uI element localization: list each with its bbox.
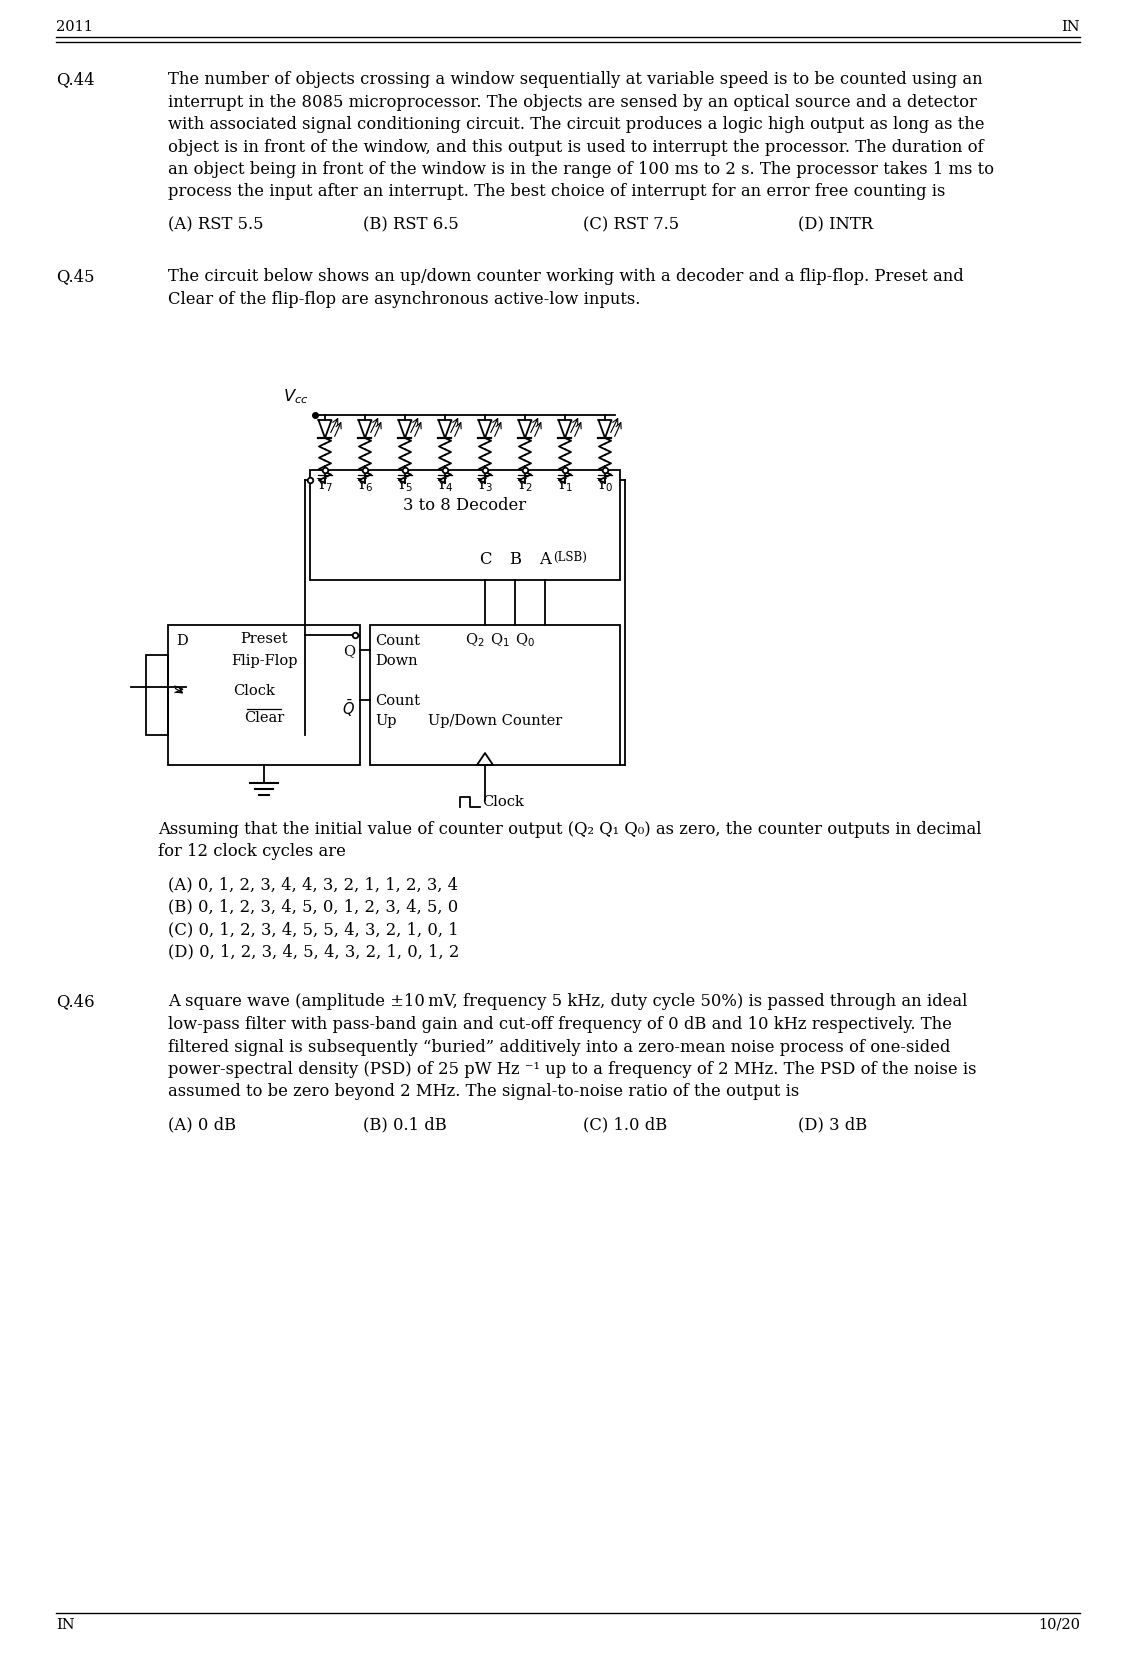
Text: Count: Count bbox=[375, 693, 420, 708]
Bar bbox=[168, 626, 360, 766]
Bar bbox=[370, 626, 620, 766]
Text: Q$_1$: Q$_1$ bbox=[490, 631, 509, 649]
Text: Preset: Preset bbox=[240, 632, 287, 645]
Text: for 12 clock cycles are: for 12 clock cycles are bbox=[158, 842, 346, 861]
Text: Clear: Clear bbox=[243, 710, 284, 725]
Text: (A) 0, 1, 2, 3, 4, 4, 3, 2, 1, 1, 2, 3, 4: (A) 0, 1, 2, 3, 4, 4, 3, 2, 1, 1, 2, 3, … bbox=[168, 875, 458, 892]
Text: (C) RST 7.5: (C) RST 7.5 bbox=[583, 215, 679, 233]
Text: with associated signal conditioning circuit. The circuit produces a logic high o: with associated signal conditioning circ… bbox=[168, 116, 984, 132]
Text: 2011: 2011 bbox=[56, 20, 93, 35]
Text: assumed to be zero beyond 2 MHz. The signal-to-noise ratio of the output is: assumed to be zero beyond 2 MHz. The sig… bbox=[168, 1082, 799, 1101]
Text: process the input after an interrupt. The best choice of interrupt for an error : process the input after an interrupt. Th… bbox=[168, 184, 946, 200]
Text: Down: Down bbox=[375, 654, 417, 667]
Text: Up: Up bbox=[375, 713, 396, 728]
Text: (B) RST 6.5: (B) RST 6.5 bbox=[364, 215, 459, 233]
Text: Y$_4$: Y$_4$ bbox=[436, 475, 454, 493]
Text: C: C bbox=[479, 549, 491, 568]
Text: IN: IN bbox=[1061, 20, 1080, 35]
Text: Count: Count bbox=[375, 634, 420, 647]
Text: (LSB): (LSB) bbox=[553, 549, 587, 563]
Text: Q.44: Q.44 bbox=[56, 71, 94, 88]
Text: Up/Down Counter: Up/Down Counter bbox=[427, 713, 562, 728]
Text: Y$_2$: Y$_2$ bbox=[516, 475, 534, 493]
Text: Q$_0$: Q$_0$ bbox=[515, 631, 535, 649]
Text: low-pass filter with pass-band gain and cut-off frequency of 0 dB and 10 kHz res: low-pass filter with pass-band gain and … bbox=[168, 1016, 951, 1033]
Text: Y$_7$: Y$_7$ bbox=[316, 475, 334, 493]
Text: Y$_3$: Y$_3$ bbox=[476, 475, 494, 493]
Text: interrupt in the 8085 microprocessor. The objects are sensed by an optical sourc: interrupt in the 8085 microprocessor. Th… bbox=[168, 93, 977, 111]
Text: Clock: Clock bbox=[233, 684, 275, 697]
Text: Y$_5$: Y$_5$ bbox=[396, 475, 414, 493]
Bar bbox=[146, 655, 168, 735]
Text: Q: Q bbox=[343, 644, 355, 657]
Text: Y$_6$: Y$_6$ bbox=[356, 475, 374, 493]
Text: A square wave (amplitude ±10 mV, frequency 5 kHz, duty cycle 50%) is passed thro: A square wave (amplitude ±10 mV, frequen… bbox=[168, 993, 967, 1010]
Text: $\bar{Q}$: $\bar{Q}$ bbox=[342, 697, 355, 718]
Text: Clear of the flip-flop are asynchronous active-low inputs.: Clear of the flip-flop are asynchronous … bbox=[168, 290, 641, 308]
Text: Clock: Clock bbox=[482, 794, 524, 809]
Text: The circuit below shows an up/down counter working with a decoder and a flip-flo: The circuit below shows an up/down count… bbox=[168, 268, 964, 285]
Text: (A) RST 5.5: (A) RST 5.5 bbox=[168, 215, 264, 233]
Text: Q.45: Q.45 bbox=[56, 268, 94, 285]
Text: Assuming that the initial value of counter output (Q₂ Q₁ Q₀) as zero, the counte: Assuming that the initial value of count… bbox=[158, 821, 982, 837]
Text: (D) INTR: (D) INTR bbox=[798, 215, 873, 233]
Text: an object being in front of the window is in the range of 100 ms to 2 s. The pro: an object being in front of the window i… bbox=[168, 161, 994, 177]
Text: Y$_0$: Y$_0$ bbox=[596, 475, 614, 493]
Text: (D) 0, 1, 2, 3, 4, 5, 4, 3, 2, 1, 0, 1, 2: (D) 0, 1, 2, 3, 4, 5, 4, 3, 2, 1, 0, 1, … bbox=[168, 943, 459, 960]
Text: Q.46: Q.46 bbox=[56, 993, 94, 1010]
Text: Y$_1$: Y$_1$ bbox=[557, 475, 573, 493]
Text: (C) 0, 1, 2, 3, 4, 5, 5, 4, 3, 2, 1, 0, 1: (C) 0, 1, 2, 3, 4, 5, 5, 4, 3, 2, 1, 0, … bbox=[168, 920, 459, 937]
Text: object is in front of the window, and this output is used to interrupt the proce: object is in front of the window, and th… bbox=[168, 139, 984, 156]
Text: Q$_2$: Q$_2$ bbox=[466, 631, 485, 649]
Text: (B) 0, 1, 2, 3, 4, 5, 0, 1, 2, 3, 4, 5, 0: (B) 0, 1, 2, 3, 4, 5, 0, 1, 2, 3, 4, 5, … bbox=[168, 899, 458, 915]
Text: The number of objects crossing a window sequentially at variable speed is to be : The number of objects crossing a window … bbox=[168, 71, 983, 88]
Text: IN: IN bbox=[56, 1617, 75, 1632]
Text: A: A bbox=[539, 549, 551, 568]
Text: (D) 3 dB: (D) 3 dB bbox=[798, 1115, 867, 1132]
Text: D: D bbox=[176, 634, 187, 647]
Text: Flip-Flop: Flip-Flop bbox=[231, 654, 297, 667]
Text: 10/20: 10/20 bbox=[1038, 1617, 1080, 1632]
Text: $V_{cc}$: $V_{cc}$ bbox=[283, 387, 309, 405]
Text: power-spectral density (PSD) of 25 pW Hz ⁻¹ up to a frequency of 2 MHz. The PSD : power-spectral density (PSD) of 25 pW Hz… bbox=[168, 1061, 976, 1077]
Text: >: > bbox=[173, 684, 185, 697]
Bar bbox=[310, 470, 620, 581]
Text: (A) 0 dB: (A) 0 dB bbox=[168, 1115, 236, 1132]
Text: B: B bbox=[509, 549, 521, 568]
Text: (C) 1.0 dB: (C) 1.0 dB bbox=[583, 1115, 668, 1132]
Text: 3 to 8 Decoder: 3 to 8 Decoder bbox=[404, 496, 526, 515]
Text: filtered signal is subsequently “buried” additively into a zero-mean noise proce: filtered signal is subsequently “buried”… bbox=[168, 1038, 950, 1054]
Text: (B) 0.1 dB: (B) 0.1 dB bbox=[364, 1115, 447, 1132]
